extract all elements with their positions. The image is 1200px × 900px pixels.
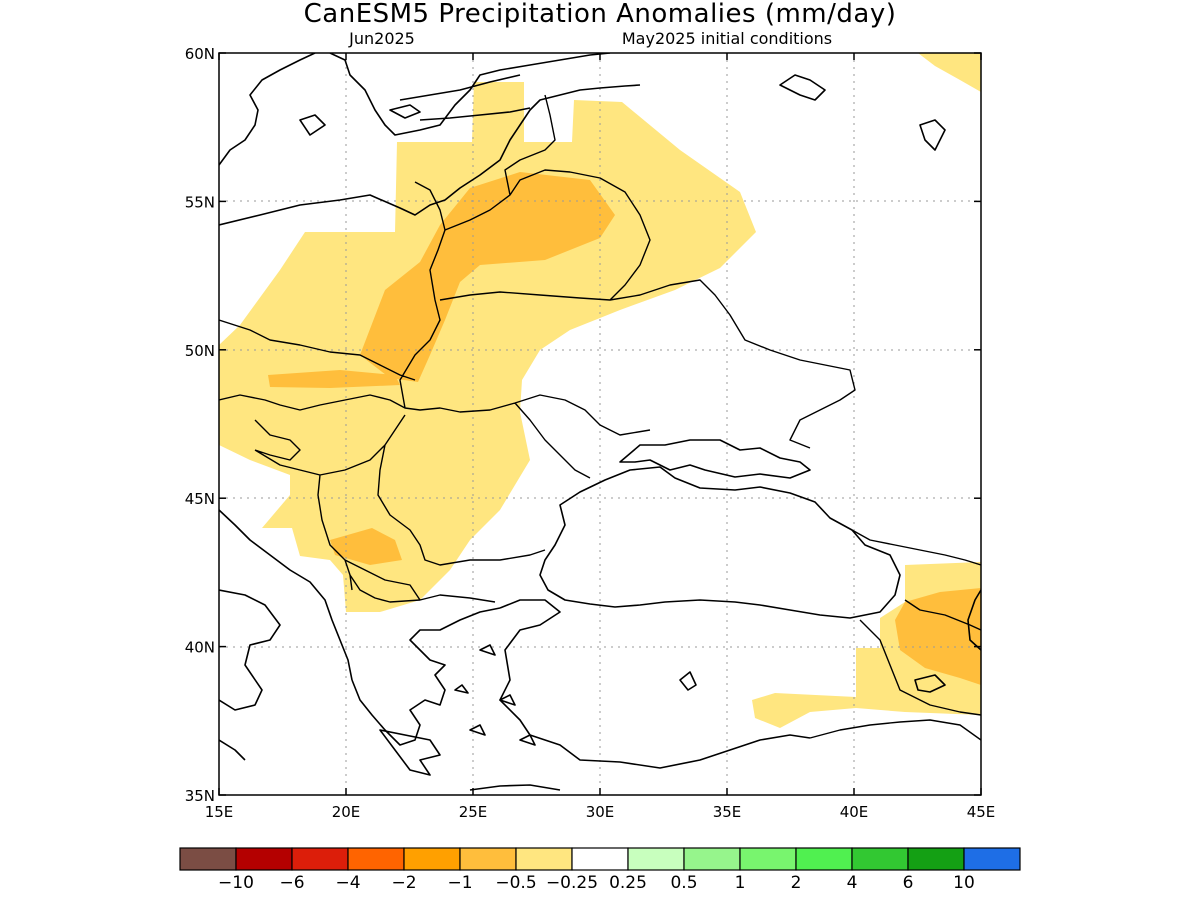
lon-tick-label: 40E xyxy=(840,803,869,821)
lon-tick-label: 45E xyxy=(967,803,996,821)
white-sea-coast xyxy=(779,74,946,151)
chart-title: CanESM5 Precipitation Anomalies (mm/day) xyxy=(304,0,897,29)
colorbar-label: −0.5 xyxy=(495,873,536,893)
lon-tick-label: 15E xyxy=(205,803,234,821)
map-panel: 15E 20E 25E 30E 35E 40E 45E 60N 55N 50N 45N 40N 35N xyxy=(185,45,996,821)
colorbar: −10 −6 −4 −2 −1 −0.5 −0.25 0.25 0.5 1 2 4 6 10 xyxy=(179,847,1021,893)
baltic-coast xyxy=(219,84,641,226)
colorbar-swatch xyxy=(459,847,517,871)
crimea-azov-coast xyxy=(619,439,811,479)
adriatic-coast xyxy=(219,509,353,681)
black-sea-coast xyxy=(539,466,901,619)
scandinavia-coast xyxy=(219,53,611,166)
colorbar-label: 10 xyxy=(953,873,975,893)
colorbar-swatch xyxy=(235,847,293,871)
anomaly-area-light-east-europe xyxy=(219,82,756,612)
axis-ticks: 15E 20E 25E 30E 35E 40E 45E 60N 55N 50N 45N 40N 35N xyxy=(185,45,996,821)
anomaly-area-mid-carpathian xyxy=(268,370,400,388)
colorbar-swatch xyxy=(907,847,965,871)
crete-coast xyxy=(469,784,561,791)
anomaly-area-light-northeast xyxy=(918,53,981,92)
initial-conditions: May2025 initial conditions xyxy=(622,29,832,48)
aegean-islands xyxy=(454,644,536,746)
colorbar-label: −2 xyxy=(391,873,416,893)
lon-tick-label: 25E xyxy=(459,803,488,821)
lat-tick-label: 45N xyxy=(185,490,215,508)
lat-tick-label: 60N xyxy=(185,45,215,63)
anomaly-area-mid-poland-belarus xyxy=(360,172,615,382)
italy-coast xyxy=(219,589,281,761)
colorbar-label: −0.25 xyxy=(546,873,598,893)
colorbar-swatch xyxy=(515,847,573,871)
colorbar-swatch xyxy=(291,847,349,871)
anomaly-shading xyxy=(219,53,981,728)
colorbar-swatch xyxy=(963,847,1021,871)
map-gridlines xyxy=(219,53,981,795)
greece-coast xyxy=(351,607,501,746)
lon-tick-label: 30E xyxy=(586,803,615,821)
lat-tick-label: 35N xyxy=(185,787,215,805)
colorbar-swatch xyxy=(347,847,405,871)
lat-tick-label: 50N xyxy=(185,342,215,360)
colorbar-swatch xyxy=(627,847,685,871)
baltic-islands xyxy=(299,104,421,136)
colorbar-swatch xyxy=(795,847,853,871)
anomaly-area-mid-caucasus xyxy=(895,588,981,685)
colorbar-label: 6 xyxy=(903,873,914,893)
lon-tick-label: 35E xyxy=(713,803,742,821)
peloponnese-coast xyxy=(379,729,441,776)
lon-tick-label: 20E xyxy=(332,803,361,821)
lake-van xyxy=(914,674,946,693)
coastlines-and-borders xyxy=(219,53,981,791)
colorbar-label: 4 xyxy=(847,873,858,893)
country-borders xyxy=(219,94,981,741)
colorbar-label: 0.5 xyxy=(670,873,697,893)
colorbar-swatch xyxy=(739,847,797,871)
colorbar-swatch xyxy=(571,847,629,871)
colorbar-label: −4 xyxy=(335,873,360,893)
colorbar-swatch xyxy=(179,847,237,871)
gulf-of-finland-coast xyxy=(399,74,531,121)
colorbar-swatch xyxy=(851,847,909,871)
colorbar-label: 0.25 xyxy=(609,873,647,893)
colorbar-label: 2 xyxy=(791,873,802,893)
colorbar-label: −1 xyxy=(447,873,472,893)
colorbar-swatch xyxy=(403,847,461,871)
colorbar-swatch xyxy=(683,847,741,871)
anatolia-coast xyxy=(499,599,811,769)
forecast-month: Jun2025 xyxy=(348,29,415,48)
colorbar-label: −6 xyxy=(279,873,304,893)
lat-tick-label: 55N xyxy=(185,193,215,211)
caspian-coast xyxy=(967,589,981,651)
lake-tuz xyxy=(679,671,697,691)
lat-tick-label: 40N xyxy=(185,639,215,657)
anomaly-area-mid-balkans xyxy=(330,528,402,565)
colorbar-label: −10 xyxy=(218,873,254,893)
colorbar-label: 1 xyxy=(735,873,746,893)
